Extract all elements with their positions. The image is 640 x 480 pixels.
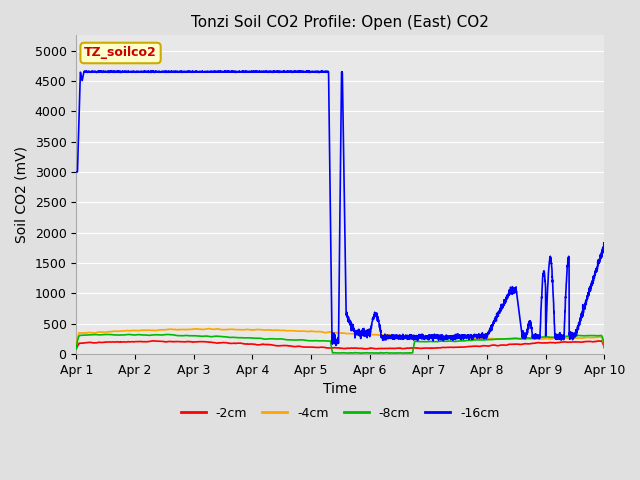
Legend: -2cm, -4cm, -8cm, -16cm: -2cm, -4cm, -8cm, -16cm	[176, 402, 505, 425]
Title: Tonzi Soil CO2 Profile: Open (East) CO2: Tonzi Soil CO2 Profile: Open (East) CO2	[191, 15, 489, 30]
Y-axis label: Soil CO2 (mV): Soil CO2 (mV)	[15, 146, 29, 243]
X-axis label: Time: Time	[323, 383, 357, 396]
Text: TZ_soilco2: TZ_soilco2	[84, 47, 157, 60]
